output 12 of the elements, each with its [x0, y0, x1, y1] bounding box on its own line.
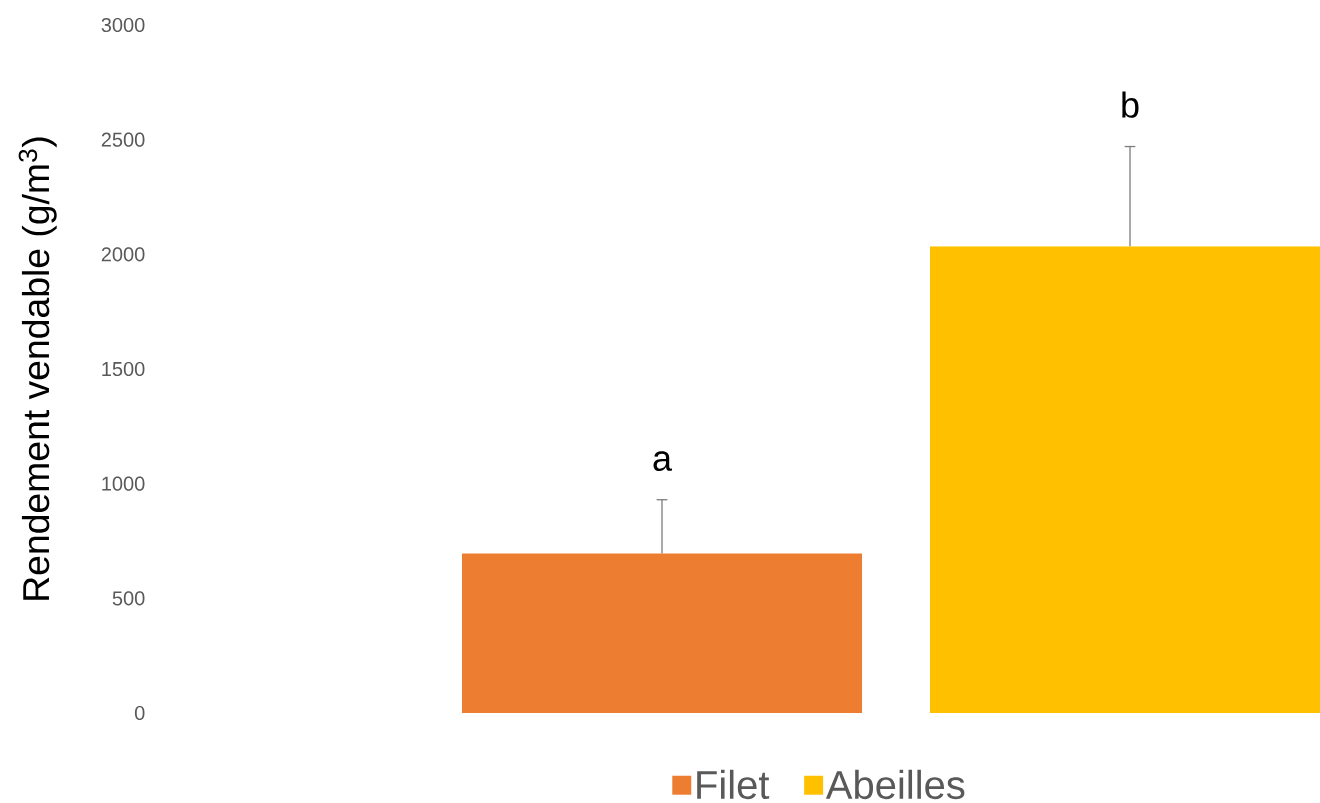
y-tick-label: 1000 — [102, 476, 145, 491]
legend-label: Abeilles — [825, 769, 965, 800]
annotation: b — [1122, 91, 1139, 118]
y-tick-label: 0 — [134, 705, 145, 721]
y-tick-label: 2500 — [101, 132, 145, 147]
annotation: a — [653, 451, 673, 472]
y-tick-label: 2000 — [101, 247, 145, 262]
y-tick-label: 3000 — [101, 17, 145, 33]
y-axis-title: Rendement vendable (g/m$^{3}$) — [18, 137, 57, 600]
y-tick-label: 500 — [112, 591, 145, 606]
legend-label: Filet — [697, 769, 770, 800]
y-tick-label: 1500 — [102, 361, 145, 377]
